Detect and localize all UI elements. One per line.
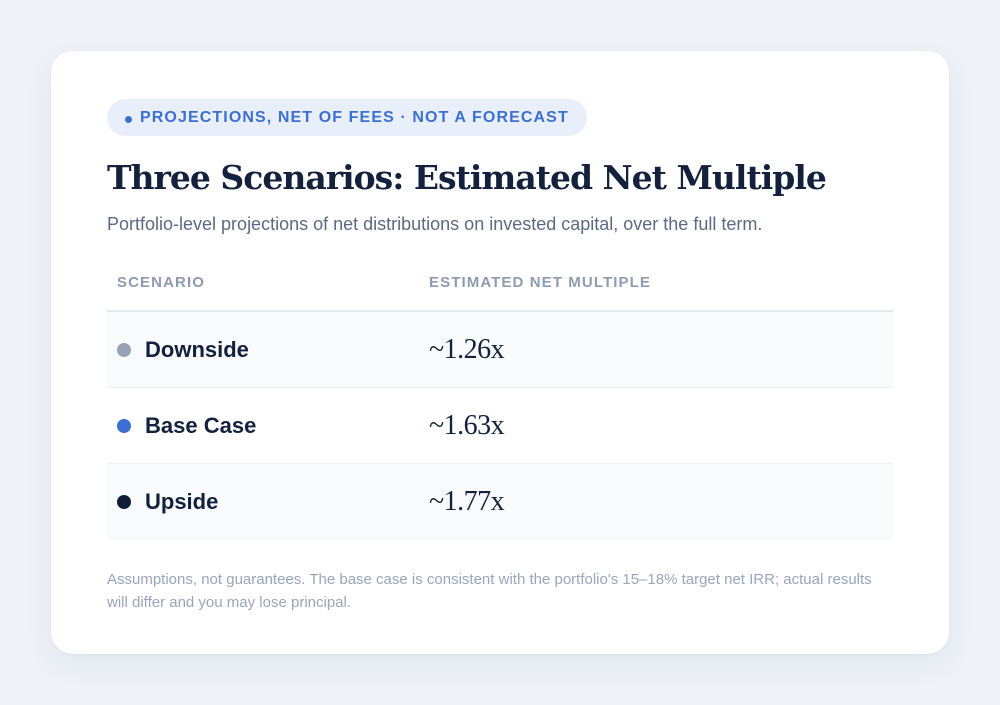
badge-label: PROJECTIONS, NET OF FEES · NOT A FORECAS… bbox=[140, 108, 569, 126]
scenario-table: SCENARIO ESTIMATED NET MULTIPLE Downside… bbox=[107, 274, 893, 540]
scenario-cell: Upside bbox=[107, 489, 429, 515]
scenario-cell: Downside bbox=[107, 337, 429, 363]
scenario-name: Downside bbox=[145, 336, 249, 362]
scenarios-card: PROJECTIONS, NET OF FEES · NOT A FORECAS… bbox=[51, 51, 949, 654]
scenario-name: Upside bbox=[145, 489, 219, 514]
disclaimer-footnote: Assumptions, not guarantees. The base ca… bbox=[107, 571, 872, 611]
multiple-value: ~1.26x bbox=[429, 333, 505, 365]
table-row: Downside ~1.26x bbox=[107, 312, 893, 388]
scenario-cell: Base Case bbox=[107, 413, 429, 439]
page-subtitle: Portfolio-level projections of net distr… bbox=[107, 214, 763, 234]
downside-dot-icon bbox=[117, 342, 131, 357]
header-multiple: ESTIMATED NET MULTIPLE bbox=[429, 274, 651, 291]
projection-badge: PROJECTIONS, NET OF FEES · NOT A FORECAS… bbox=[107, 99, 587, 136]
table-row: Upside ~1.77x bbox=[107, 464, 893, 540]
multiple-value: ~1.77x bbox=[429, 486, 505, 517]
table-header: SCENARIO ESTIMATED NET MULTIPLE bbox=[107, 274, 893, 312]
multiple-value: ~1.63x bbox=[429, 409, 505, 441]
upside-dot-icon bbox=[117, 495, 131, 509]
page-title: Three Scenarios: Estimated Net Multiple bbox=[107, 158, 827, 197]
scenario-name: Base Case bbox=[145, 412, 257, 438]
base-case-dot-icon bbox=[117, 418, 131, 433]
table-row: Base Case ~1.63x bbox=[107, 388, 893, 464]
header-scenario: SCENARIO bbox=[117, 274, 205, 291]
badge-dot-icon bbox=[125, 115, 132, 123]
